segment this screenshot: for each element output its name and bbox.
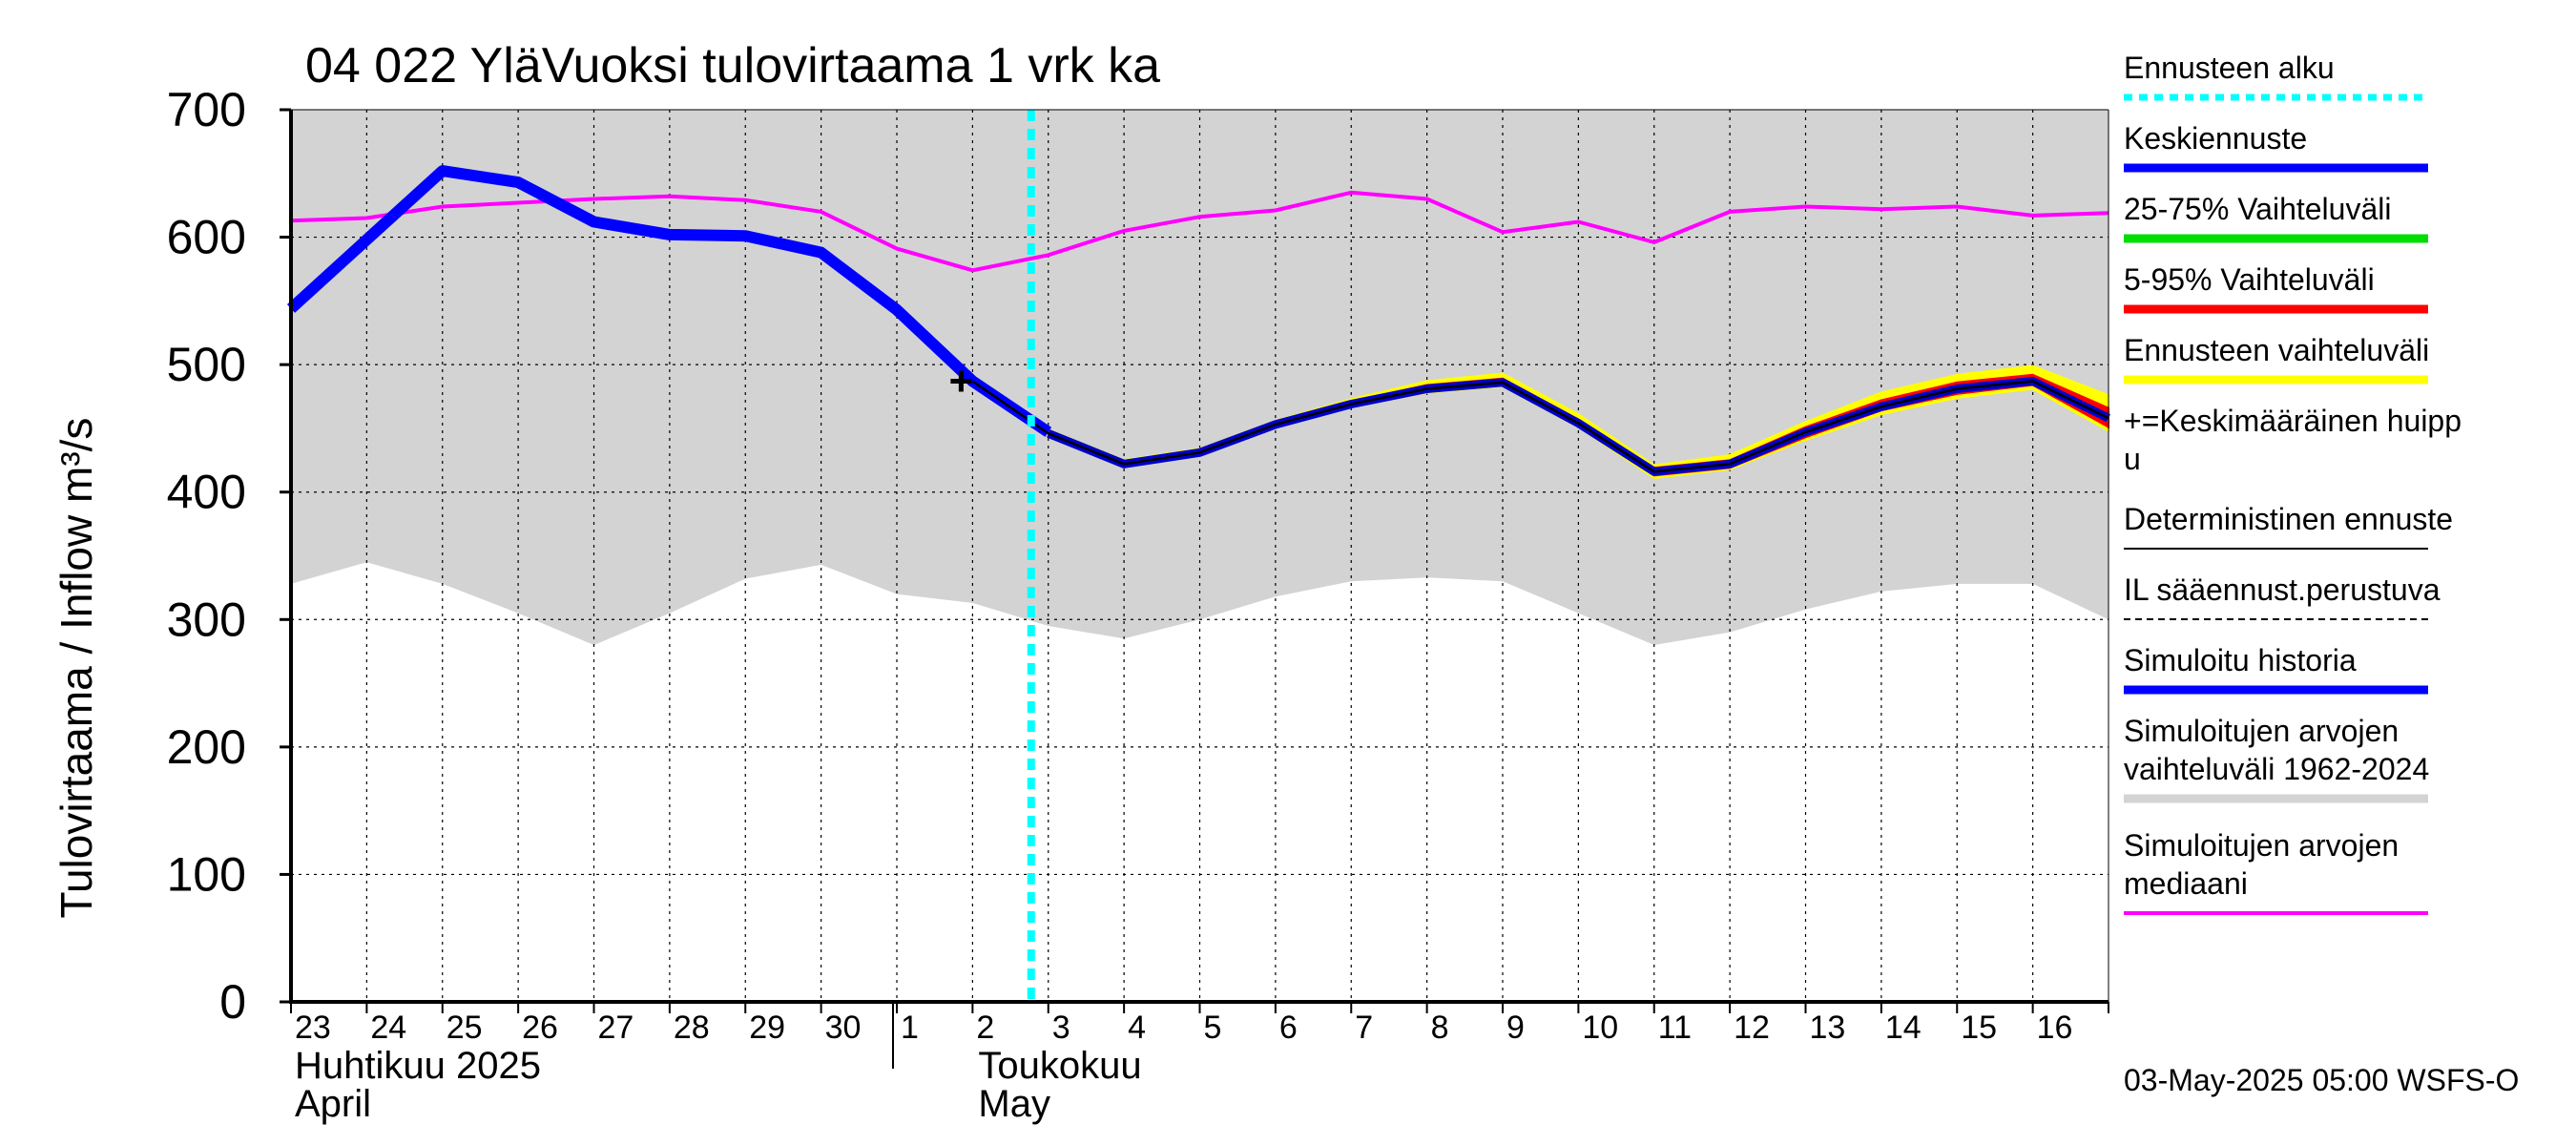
y-tick-label: 100 — [167, 847, 246, 901]
y-tick-label: 0 — [219, 975, 246, 1029]
peak-marker-plus — [950, 370, 972, 392]
x-tick-label: 1 — [901, 1010, 919, 1046]
x-tick-label: 5 — [1204, 1010, 1222, 1046]
x-tick-label: 13 — [1810, 1010, 1846, 1046]
footer-timestamp: 03-May-2025 05:00 WSFS-O — [2124, 1063, 2519, 1097]
legend-label: Deterministinen ennuste — [2124, 502, 2453, 536]
y-tick-label: 200 — [167, 720, 246, 774]
x-tick-label: 16 — [2037, 1010, 2073, 1046]
x-tick-label: 29 — [749, 1010, 785, 1046]
month-label-en: April — [295, 1083, 371, 1125]
legend-label: Simuloitujen arvojen — [2124, 714, 2399, 748]
legend-label: Keskiennuste — [2124, 121, 2307, 156]
y-tick-label: 400 — [167, 466, 246, 519]
x-tick-label: 2 — [976, 1010, 994, 1046]
y-tick-label: 500 — [167, 338, 246, 391]
legend-label-line2: vaihteluväli 1962-2024 — [2124, 752, 2429, 786]
x-tick-label: 9 — [1506, 1010, 1525, 1046]
x-tick-label: 30 — [825, 1010, 862, 1046]
legend-label: Simuloitujen arvojen — [2124, 828, 2399, 863]
x-tick-label: 4 — [1128, 1010, 1146, 1046]
legend-label: Simuloitu historia — [2124, 643, 2357, 677]
legend-label: Ennusteen vaihteluväli — [2124, 333, 2429, 367]
x-tick-label: 12 — [1734, 1010, 1770, 1046]
x-tick-label: 26 — [522, 1010, 558, 1046]
x-tick-label: 27 — [598, 1010, 634, 1046]
month-label: Toukokuu — [978, 1045, 1141, 1087]
y-tick-label: 600 — [167, 211, 246, 264]
x-tick-label: 28 — [674, 1010, 710, 1046]
x-tick-label: 23 — [295, 1010, 331, 1046]
y-tick-label: 700 — [167, 83, 246, 136]
legend-label-line2: u — [2124, 442, 2141, 476]
x-tick-label: 7 — [1355, 1010, 1373, 1046]
month-label: Huhtikuu 2025 — [295, 1045, 541, 1087]
x-tick-label: 6 — [1279, 1010, 1298, 1046]
chart-title: 04 022 YläVuoksi tulovirtaama 1 vrk ka — [305, 38, 1160, 94]
x-tick-label: 25 — [447, 1010, 483, 1046]
y-tick-label: 300 — [167, 593, 246, 646]
x-tick-label: 15 — [1961, 1010, 1997, 1046]
month-label-en: May — [978, 1083, 1050, 1125]
legend-label-line2: mediaani — [2124, 866, 2248, 901]
series-deterministic-line — [971, 380, 2109, 473]
legend-label: IL sääennust.perustuva — [2124, 572, 2441, 607]
legend-label: Ennusteen alku — [2124, 51, 2335, 85]
legend-label: +=Keskimääräinen huipp — [2124, 404, 2462, 438]
x-tick-label: 8 — [1431, 1010, 1449, 1046]
legend-label: 25-75% Vaihteluväli — [2124, 192, 2391, 226]
x-tick-label: 10 — [1582, 1010, 1618, 1046]
x-tick-label: 14 — [1885, 1010, 1922, 1046]
x-tick-label: 11 — [1658, 1010, 1692, 1046]
x-tick-label: 3 — [1052, 1010, 1070, 1046]
series-history-line — [286, 165, 1052, 437]
legend-label: 5-95% Vaihteluväli — [2124, 262, 2375, 297]
x-tick-label: 24 — [370, 1010, 406, 1046]
y-axis-label: Tulovirtaama / Inflow m³/s — [52, 418, 101, 919]
series-median-line — [290, 190, 2109, 273]
